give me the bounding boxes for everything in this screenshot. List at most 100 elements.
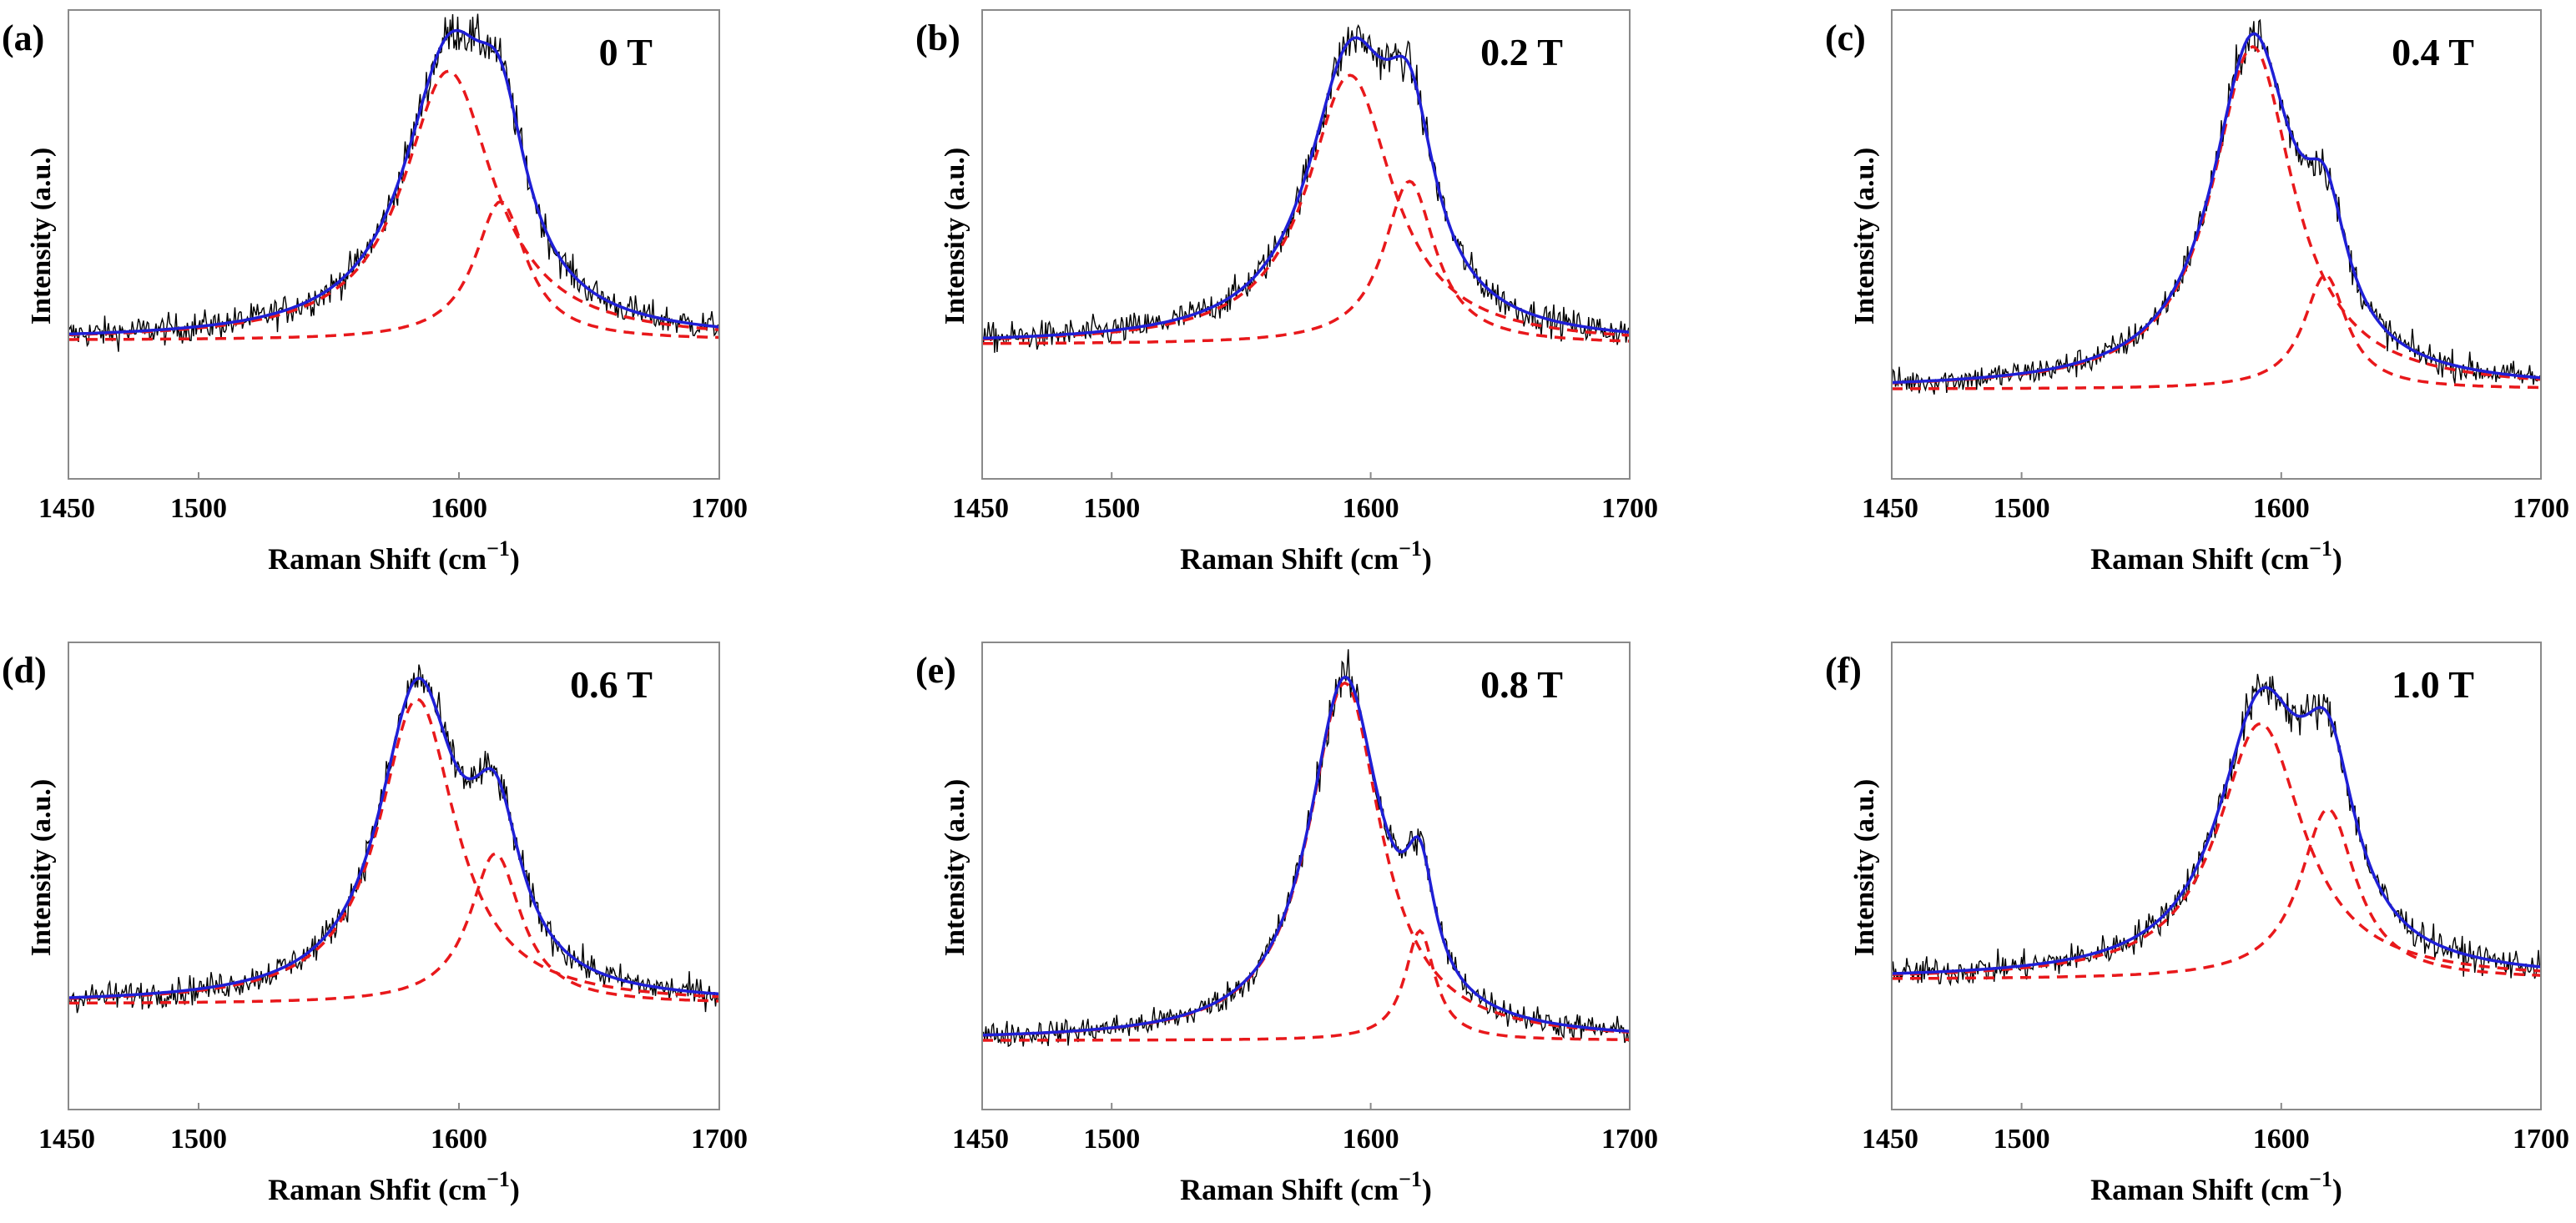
total-fit-line [982, 36, 1630, 340]
x-tick-label: 1500 [1083, 1124, 1140, 1155]
x-tick-label: 1700 [1601, 493, 1658, 524]
plot-area [1892, 18, 2541, 395]
plot-area [68, 13, 719, 352]
x-axis-label-sup: −1 [1399, 536, 1422, 561]
panel-label: (f) [1825, 650, 1862, 691]
y-axis-label: Intensity (a.u.) [940, 148, 970, 325]
lorentz-component-2-line [68, 199, 719, 341]
lorentz-component-1-line [68, 697, 719, 1000]
x-axis-label: Raman Shift (cm−1) [268, 536, 520, 576]
magnetic-field-annotation: 0.8 T [1480, 663, 1563, 706]
x-tick-label: 1700 [691, 493, 748, 524]
magnetic-field-annotation: 1.0 T [2392, 663, 2474, 706]
x-tick-label: 1600 [1343, 493, 1399, 524]
panel-a: 1450 1500 1600 1700 Raman Shift (cm−1) Intens… [2, 9, 748, 576]
axes-frame [981, 642, 1631, 1110]
x-axis-label-main: Raman Shift (cm [268, 542, 486, 576]
x-axis-label-sup: −1 [486, 536, 510, 561]
x-axis-label: Raman Shift (cm−1) [1180, 536, 1432, 576]
x-tick-label: 1450 [38, 1124, 95, 1155]
lorentz-component-2-line [982, 929, 1630, 1042]
x-axis-label-close: ) [510, 542, 520, 576]
x-tick-label: 1500 [1994, 1124, 2050, 1155]
y-axis-label: Intensity (a.u.) [940, 779, 970, 957]
panel-f: 1450 1500 1600 1700 Raman Shift (cm−1) Intens… [1825, 642, 2569, 1206]
y-axis-label: Intensity (a.u.) [1849, 148, 1880, 325]
x-tick-label: 1600 [2253, 493, 2310, 524]
panel-b: 1450 1500 1600 1700 Raman Shift (cm−1) Intens… [915, 9, 1658, 576]
panel-label: (e) [915, 650, 956, 691]
lorentz-component-2-line [1892, 807, 2541, 980]
x-axis-label-main: Raman Shift (cm [1180, 1173, 1399, 1206]
x-axis-label-main: Raman Shift (cm [1180, 542, 1399, 576]
x-tick-label: 1450 [1862, 493, 1918, 524]
panel-label: (c) [1825, 18, 1866, 58]
axes-frame [1891, 9, 2542, 480]
y-axis-label: Intensity (a.u.) [26, 148, 57, 325]
x-tick-label: 1450 [952, 1124, 1009, 1155]
x-axis-label: Raman Shfit (cm−1) [268, 1167, 520, 1206]
x-tick-label: 1700 [691, 1124, 748, 1155]
total-fit-line [982, 675, 1630, 1037]
raw-data-line [1892, 18, 2541, 395]
lorentz-component-1-line [1892, 722, 2541, 976]
plot-area [68, 664, 719, 1014]
x-axis-label-sup: −1 [2309, 536, 2332, 561]
panel-e: 1450 1500 1600 1700 Raman Shift (cm−1) Intens… [915, 642, 1658, 1206]
axes-frame [981, 9, 1631, 480]
x-tick-label: 1450 [952, 493, 1009, 524]
x-tick-label: 1600 [2253, 1124, 2310, 1155]
panel-d: 1450 1500 1600 1700 Raman Shfit (cm−1) Intens… [2, 642, 748, 1206]
lorentz-component-1-line [68, 69, 719, 337]
x-axis-label-sup: −1 [486, 1167, 510, 1191]
total-fit-line [1892, 32, 2541, 385]
magnetic-field-annotation: 0.4 T [2392, 31, 2474, 73]
raw-data-line [68, 664, 719, 1014]
lorentz-component-1-line [982, 681, 1630, 1037]
panel-label: (b) [915, 18, 960, 58]
raw-data-line [982, 649, 1630, 1048]
magnetic-field-annotation: 0.2 T [1480, 31, 1563, 73]
x-axis-label-close: ) [1422, 1173, 1432, 1206]
x-tick-label: 1500 [170, 1124, 227, 1155]
magnetic-field-annotation: 0.6 T [570, 663, 653, 706]
x-axis-label-close: ) [1422, 542, 1432, 576]
x-tick-label: 1450 [38, 493, 95, 524]
lorentz-component-1-line [1892, 45, 2541, 385]
x-axis-label-close: ) [510, 1173, 520, 1206]
x-tick-label: 1500 [1994, 493, 2050, 524]
x-axis-label: Raman Shift (cm−1) [2090, 1167, 2342, 1206]
panel-label: (d) [2, 650, 47, 691]
x-axis-label-main: Raman Shift (cm [2090, 542, 2309, 576]
x-tick-label: 1600 [431, 1124, 487, 1155]
x-tick-label: 1700 [2513, 1124, 2569, 1155]
x-axis-label-main: Raman Shift (cm [2090, 1173, 2309, 1206]
x-tick-label: 1450 [1862, 1124, 1918, 1155]
y-axis-label: Intensity (a.u.) [26, 779, 57, 957]
plot-area [982, 649, 1630, 1048]
y-axis-label: Intensity (a.u.) [1849, 779, 1880, 957]
x-axis-label: Raman Shift (cm−1) [2090, 536, 2342, 576]
x-tick-label: 1700 [1601, 1124, 1658, 1155]
raw-data-line [1892, 673, 2541, 987]
x-axis-label: Raman Shift (cm−1) [1180, 1167, 1432, 1206]
total-fit-line [1892, 686, 2541, 975]
total-fit-line [68, 28, 719, 336]
x-axis-label-sup: −1 [2309, 1167, 2332, 1191]
lorentz-component-2-line [1892, 273, 2541, 390]
x-tick-label: 1500 [170, 493, 227, 524]
lorentz-component-2-line [982, 179, 1630, 345]
total-fit-line [68, 677, 719, 999]
x-axis-label-close: ) [2332, 1173, 2342, 1206]
x-tick-label: 1600 [1343, 1124, 1399, 1155]
axes-frame [1891, 642, 2542, 1110]
magnetic-field-annotation: 0 T [599, 31, 653, 73]
x-tick-label: 1600 [431, 493, 487, 524]
axes-frame [68, 9, 720, 480]
plot-area [982, 23, 1630, 353]
x-tick-label: 1700 [2513, 493, 2569, 524]
panel-label: (a) [2, 18, 44, 58]
lorentz-component-1-line [982, 73, 1630, 341]
lorentz-component-2-line [68, 852, 719, 1005]
